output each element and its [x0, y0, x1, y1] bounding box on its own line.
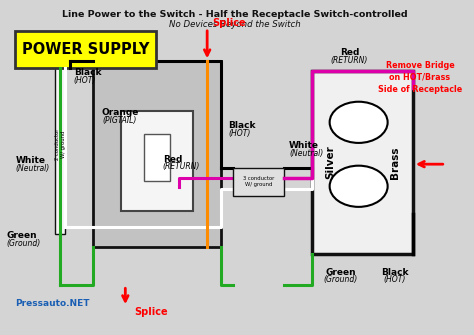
Text: Green: Green — [325, 268, 356, 277]
Text: 3 conductor
W/ ground: 3 conductor W/ ground — [243, 176, 274, 187]
Text: Remove Bridge
on HOT/Brass
Side of Receptacle: Remove Bridge on HOT/Brass Side of Recep… — [378, 61, 462, 94]
Bar — [16, 31, 156, 68]
Text: 2 conductor
W/ ground: 2 conductor W/ ground — [55, 129, 66, 160]
Text: POWER SUPPLY: POWER SUPPLY — [22, 42, 149, 57]
Text: (RETURN): (RETURN) — [331, 56, 368, 65]
Text: Black: Black — [74, 68, 101, 77]
Text: White: White — [289, 141, 319, 150]
Circle shape — [329, 166, 388, 207]
Bar — [92, 61, 221, 247]
Text: No Devices Beyond the Switch: No Devices Beyond the Switch — [169, 20, 301, 29]
Text: (Neutral): (Neutral) — [289, 149, 323, 158]
Text: Brass: Brass — [390, 146, 400, 179]
Text: Orange: Orange — [102, 108, 139, 117]
Text: (HOT): (HOT) — [228, 129, 251, 138]
Text: (RETURN): (RETURN) — [163, 162, 200, 171]
Text: (HOT): (HOT) — [383, 275, 406, 284]
Text: Black: Black — [381, 268, 409, 277]
Text: Black: Black — [228, 122, 255, 130]
Bar — [144, 134, 170, 181]
Text: Splice: Splice — [135, 307, 168, 317]
Text: White: White — [16, 156, 46, 165]
Text: Red: Red — [163, 155, 182, 164]
Text: (HOT): (HOT) — [74, 76, 96, 85]
Bar — [55, 55, 65, 234]
Text: (Ground): (Ground) — [6, 239, 40, 248]
Text: Green: Green — [6, 231, 36, 240]
Circle shape — [329, 102, 388, 143]
Text: Red: Red — [340, 48, 359, 57]
Text: Silver: Silver — [326, 146, 336, 179]
Text: Pressauto.NET: Pressauto.NET — [16, 299, 90, 308]
Bar — [312, 71, 413, 254]
Bar — [233, 168, 284, 196]
Text: (Ground): (Ground) — [323, 275, 358, 284]
Text: (PIGTAIL): (PIGTAIL) — [102, 116, 137, 125]
Text: Line Power to the Switch - Half the Receptacle Switch-controlled: Line Power to the Switch - Half the Rece… — [63, 10, 408, 19]
Text: (Neutral): (Neutral) — [16, 164, 50, 173]
Bar — [121, 111, 193, 211]
Text: Splice: Splice — [212, 18, 246, 28]
